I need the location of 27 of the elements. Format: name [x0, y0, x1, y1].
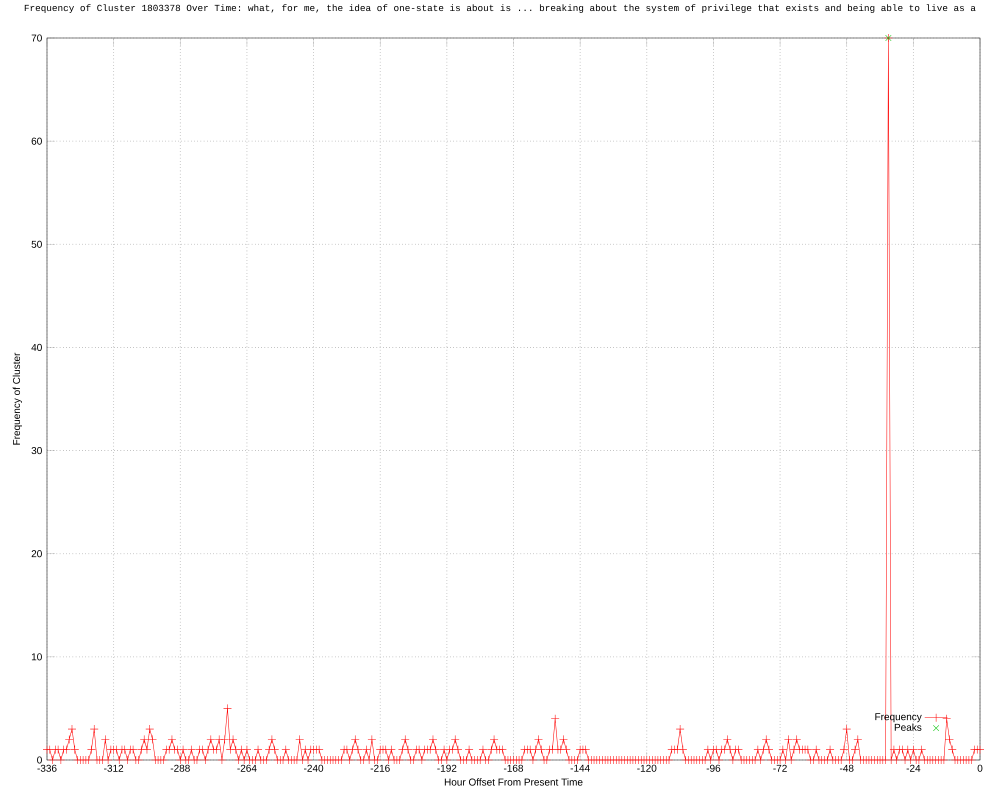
x-tick-label: -240 [304, 764, 324, 772]
y-tick-label: 50 [32, 240, 42, 248]
x-tick-label: -48 [840, 764, 854, 772]
x-tick-label: -120 [637, 764, 656, 772]
x-tick-label: -144 [570, 764, 590, 772]
x-tick-label: -24 [906, 764, 920, 772]
chart-title: Frequency of Cluster 1803378 Over Time: what, for me, the idea of one-state is about is ... breaking about the system of privilege that exists and being able to live as a [24, 4, 976, 13]
y-tick-label: 60 [32, 138, 42, 145]
x-axis-title: Hour Offset From Present Time [444, 778, 583, 786]
y-axis-title: Frequency of Cluster [12, 352, 22, 445]
x-tick-label: -168 [504, 764, 524, 772]
x-tick-label: -336 [37, 764, 57, 772]
legend-label: Peaks [894, 724, 922, 731]
y-tick-label: 0 [37, 756, 42, 764]
x-tick-label: -96 [706, 764, 720, 772]
x-tick-label: -264 [237, 764, 257, 772]
y-tick-label: 40 [31, 344, 42, 351]
x-tick-label: -312 [104, 764, 124, 772]
y-tick-label: 70 [32, 34, 42, 42]
x-tick-label: -72 [773, 764, 787, 772]
x-tick-label: -192 [437, 764, 456, 772]
x-tick-label: -288 [170, 764, 190, 772]
x-tick-label: 0 [978, 764, 982, 772]
y-tick-label: 30 [32, 447, 42, 454]
y-tick-label: 10 [32, 653, 42, 660]
x-tick-label: -216 [370, 764, 390, 772]
y-tick-label: 20 [32, 550, 42, 558]
